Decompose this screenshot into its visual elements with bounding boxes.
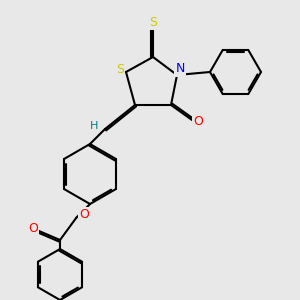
Text: O: O [79, 208, 89, 221]
Text: O: O [193, 115, 203, 128]
Text: O: O [28, 221, 38, 235]
Text: H: H [90, 121, 99, 131]
Text: S: S [116, 62, 124, 76]
Text: N: N [175, 62, 185, 76]
Text: S: S [149, 16, 157, 29]
